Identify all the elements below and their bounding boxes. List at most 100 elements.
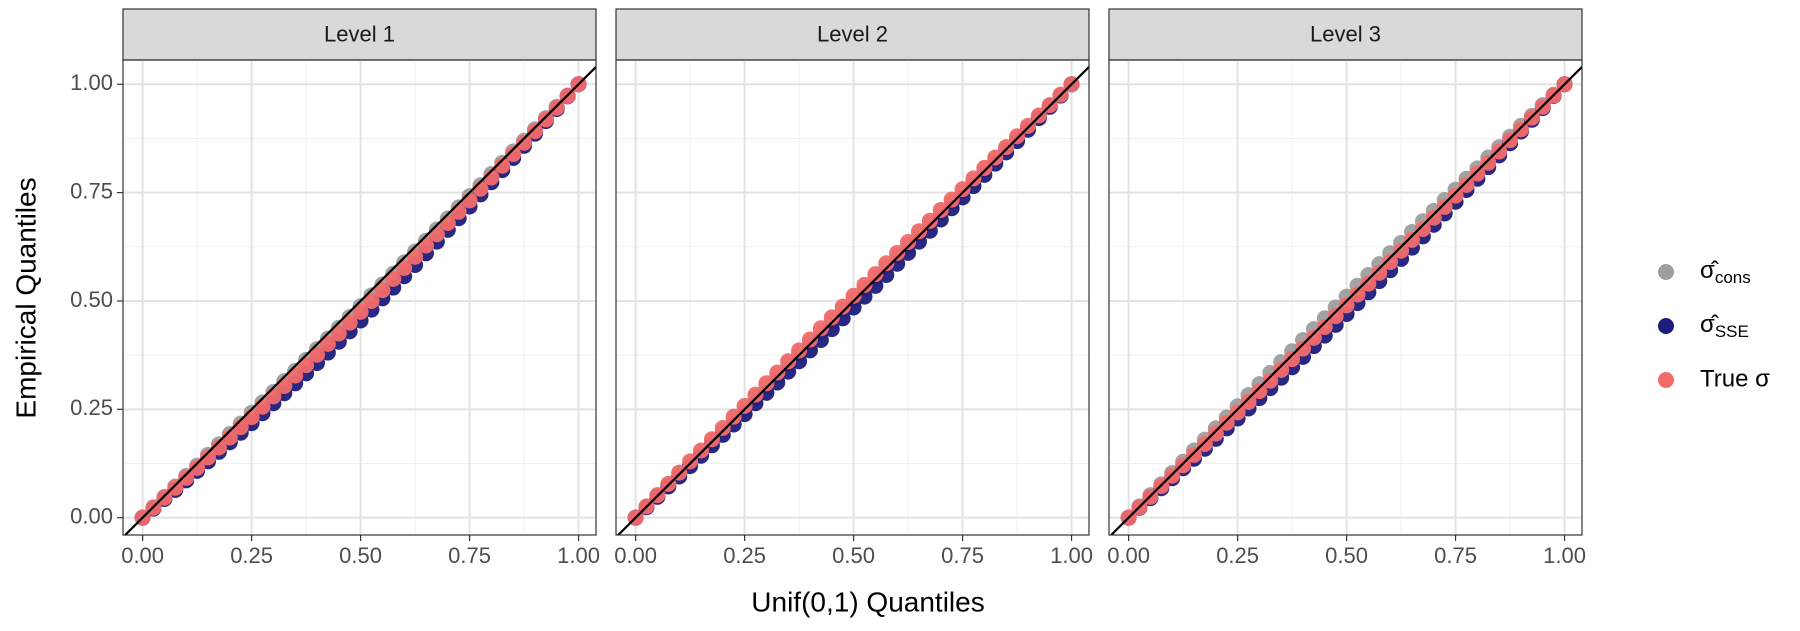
point <box>845 287 862 304</box>
strip <box>1108 8 1583 61</box>
point <box>1469 165 1486 182</box>
x-tick-label: 0.75 <box>941 543 984 568</box>
reference-line <box>1110 66 1582 535</box>
point <box>178 469 195 486</box>
point <box>1175 457 1192 474</box>
point <box>1436 198 1453 215</box>
point <box>801 331 818 348</box>
point <box>1491 143 1508 160</box>
point <box>965 170 982 187</box>
point <box>330 325 347 342</box>
point <box>537 111 554 128</box>
reference-line <box>124 66 596 535</box>
point <box>1480 154 1497 171</box>
point <box>417 237 434 254</box>
point <box>1338 297 1355 314</box>
x-tick-label: 0.00 <box>1107 543 1150 568</box>
y-tick-label: 0.25 <box>70 395 113 420</box>
point <box>1009 128 1026 145</box>
point <box>494 157 511 174</box>
legend-marker <box>1658 372 1674 388</box>
x-tick-label: 0.25 <box>723 543 766 568</box>
point <box>1196 435 1213 452</box>
point <box>823 309 840 326</box>
x-tick-label: 0.25 <box>230 543 273 568</box>
point <box>1229 404 1246 421</box>
point <box>1403 231 1420 248</box>
point <box>189 459 206 476</box>
point <box>998 139 1015 156</box>
x-tick-label: 0.50 <box>339 543 382 568</box>
point <box>1512 121 1529 138</box>
point <box>1019 117 1036 134</box>
point <box>921 212 938 229</box>
strip <box>122 8 597 61</box>
point <box>352 303 369 320</box>
strip-title: Level 2 <box>817 21 888 46</box>
point <box>210 439 227 456</box>
point <box>1458 176 1475 193</box>
point <box>1425 209 1442 226</box>
point <box>319 335 336 352</box>
point <box>1218 414 1235 431</box>
legend-text: True σ <box>1700 365 1770 392</box>
point <box>1382 253 1399 270</box>
point <box>1371 264 1388 281</box>
point <box>363 292 380 309</box>
strip-title: Level 1 <box>324 21 395 46</box>
x-tick-label: 0.75 <box>1434 543 1477 568</box>
points <box>1110 66 1582 535</box>
point <box>932 201 949 218</box>
point <box>461 192 478 209</box>
point <box>671 464 688 481</box>
y-axis-title: Empirical Quantiles <box>10 177 41 418</box>
y-tick-label: 1.00 <box>70 70 113 95</box>
point <box>725 408 742 425</box>
point <box>736 397 753 414</box>
point <box>1240 393 1257 410</box>
point <box>1273 361 1290 378</box>
point <box>976 159 993 176</box>
point <box>834 298 851 315</box>
point <box>1294 340 1311 357</box>
point <box>516 134 533 151</box>
point <box>341 314 358 331</box>
point <box>407 248 424 265</box>
x-tick-label: 0.50 <box>1325 543 1368 568</box>
point <box>791 342 808 359</box>
legend-text: σ̂SSE <box>1700 311 1749 341</box>
point <box>167 479 184 496</box>
y-tick-label: 0.75 <box>70 178 113 203</box>
strip-title: Level 3 <box>1310 21 1381 46</box>
point <box>1393 242 1410 259</box>
legend-marker <box>1658 264 1674 280</box>
x-tick-label: 1.00 <box>1543 543 1586 568</box>
x-tick-label: 0.00 <box>121 543 164 568</box>
point <box>1414 221 1431 238</box>
point <box>396 260 413 277</box>
reference-line <box>617 66 1089 535</box>
point <box>1360 275 1377 292</box>
x-axis-title: Unif(0,1) Quantiles <box>751 586 984 617</box>
point <box>374 282 391 299</box>
panel-border <box>122 59 597 536</box>
point <box>308 346 325 363</box>
point <box>1349 286 1366 303</box>
point <box>298 357 315 374</box>
point <box>548 99 565 116</box>
point <box>1305 329 1322 346</box>
x-tick-label: 1.00 <box>557 543 600 568</box>
point <box>693 442 710 459</box>
x-tick-label: 0.50 <box>832 543 875 568</box>
point <box>910 223 927 240</box>
point <box>878 255 895 272</box>
x-tick-label: 1.00 <box>1050 543 1093 568</box>
point <box>505 146 522 163</box>
point <box>1284 351 1301 368</box>
point <box>385 270 402 287</box>
point <box>1262 372 1279 389</box>
legend-marker <box>1658 318 1674 334</box>
x-tick-label: 0.75 <box>448 543 491 568</box>
y-tick-label: 0.00 <box>70 503 113 528</box>
